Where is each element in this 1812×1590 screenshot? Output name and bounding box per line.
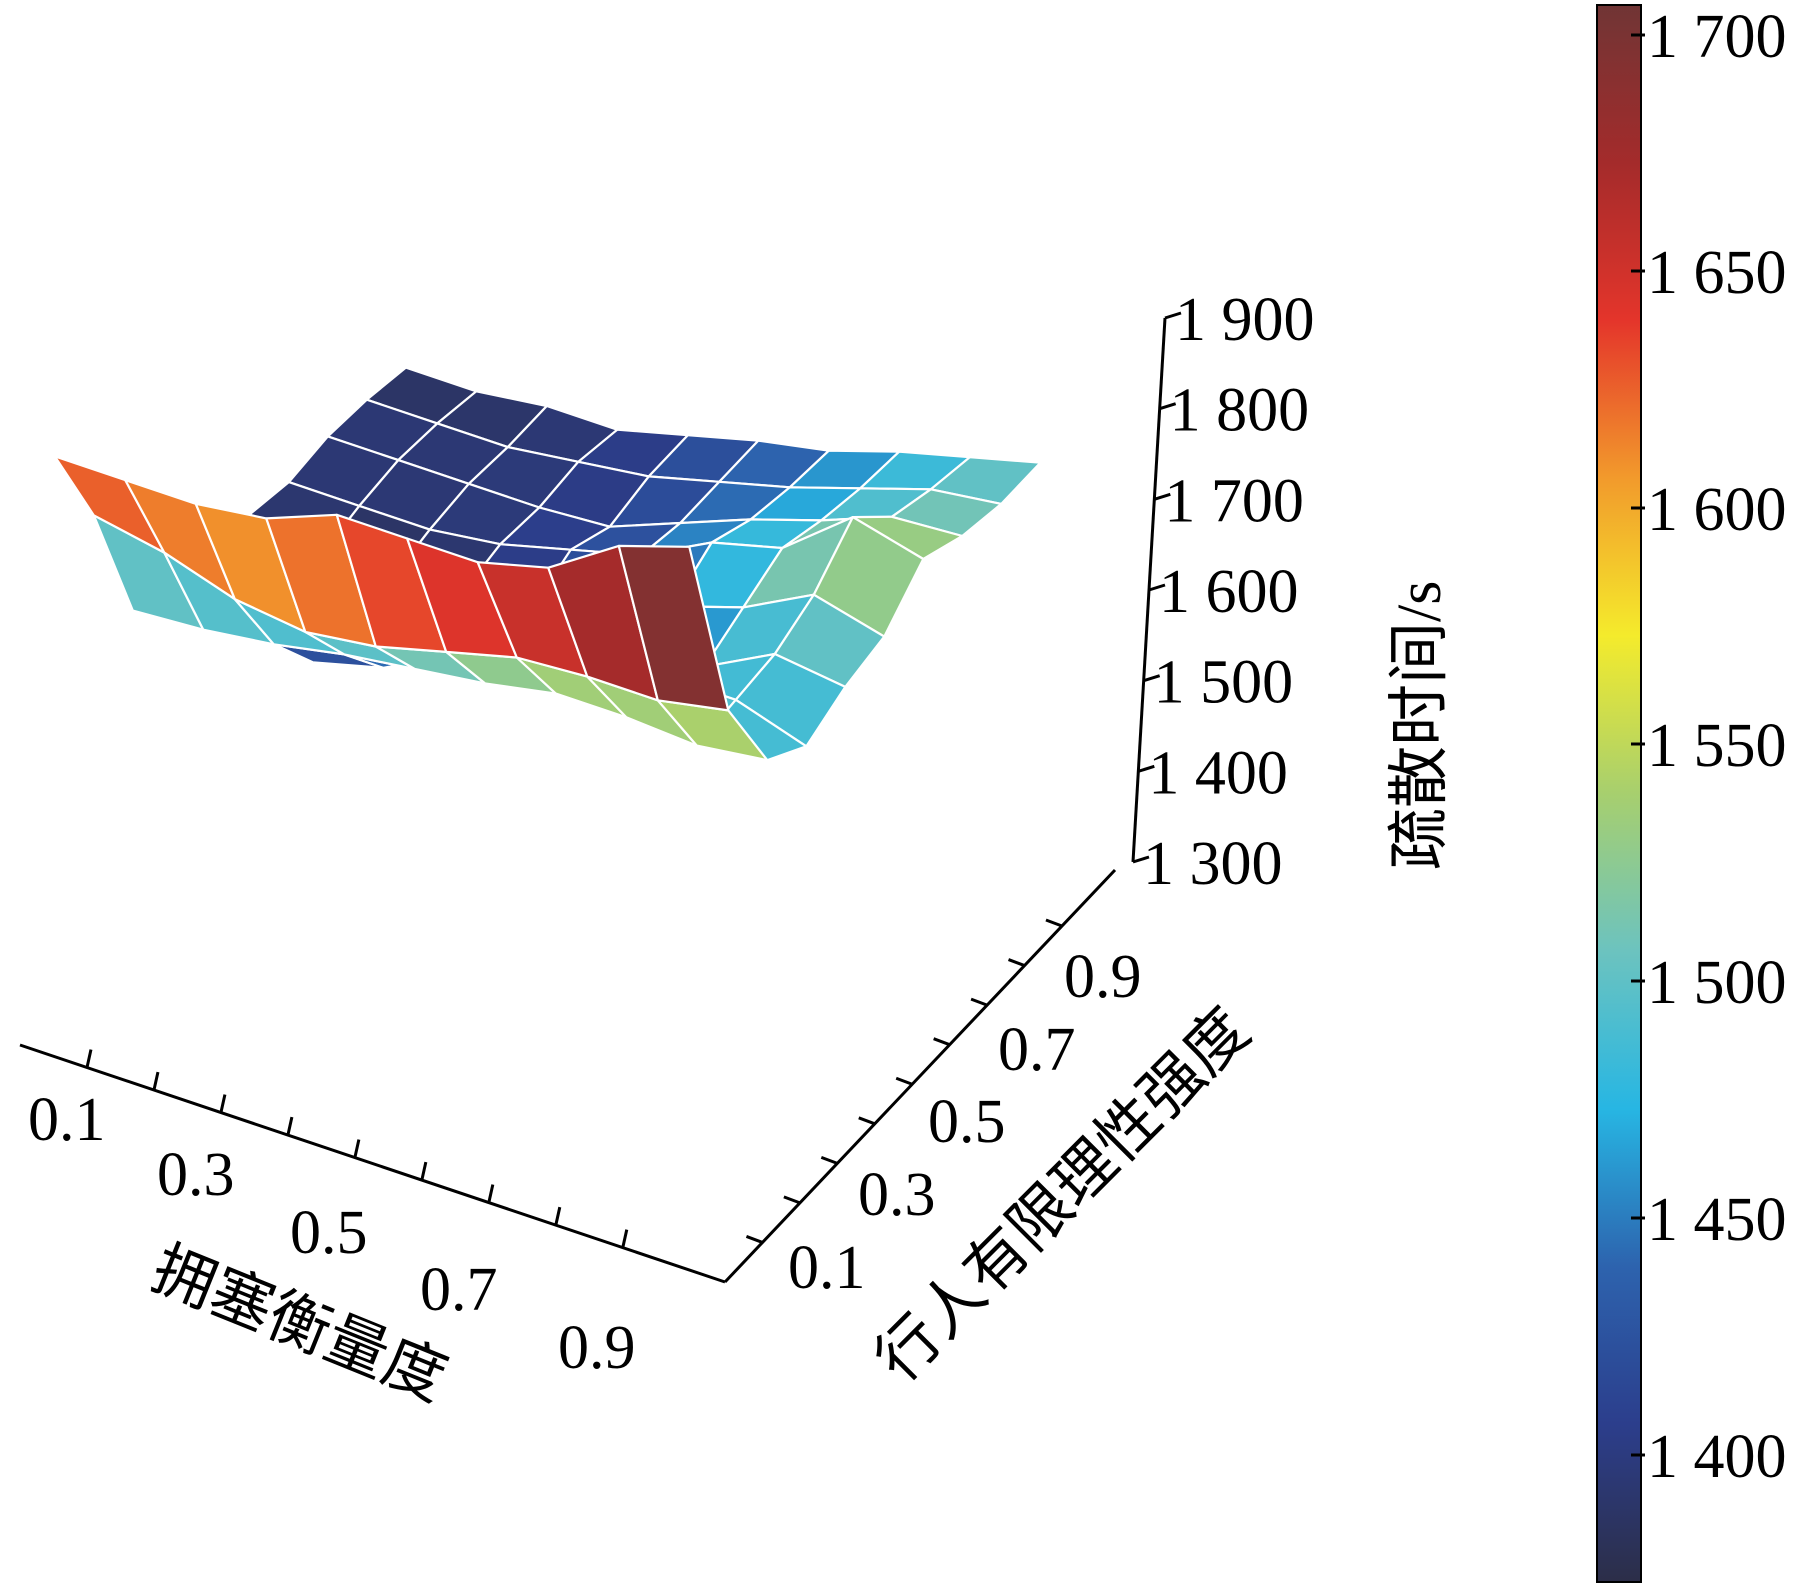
colorbar-gradient [1596, 4, 1642, 1583]
x-tick [353, 1139, 361, 1158]
z-tick-label: 1 900 [1175, 286, 1315, 354]
z-tick-label: 1 400 [1148, 739, 1288, 807]
colorbar-tick-label: 1 550 [1647, 712, 1787, 780]
y-tick [970, 997, 988, 1007]
z-tick [1137, 764, 1155, 773]
y-tick [820, 1155, 838, 1165]
x-tick [487, 1184, 495, 1203]
x-tick [286, 1116, 294, 1136]
x-tick-label: 0.7 [420, 1256, 498, 1324]
x-tick [85, 1049, 93, 1068]
x-tick [420, 1161, 428, 1181]
colorbar-tick-label: 1 500 [1647, 949, 1787, 1017]
y-tick [895, 1076, 913, 1086]
y-tick [858, 1116, 876, 1126]
colorbar-tick-label: 1 450 [1647, 1186, 1787, 1254]
colorbar-tick-label: 1 650 [1647, 239, 1787, 307]
z-tick [1153, 492, 1171, 501]
x-tick [621, 1229, 629, 1248]
colorbar-tick-label: 1 400 [1647, 1423, 1787, 1491]
z-tick-label: 1 500 [1154, 649, 1294, 717]
z-tick [1132, 855, 1150, 864]
y-tick-label: 0.3 [858, 1161, 936, 1229]
z-axis-title: 疏散时间/s [1386, 581, 1454, 870]
z-tick [1159, 402, 1177, 411]
y-tick-label: 0.7 [998, 1016, 1076, 1084]
colorbar: 1 400 1 450 1 500 1 550 1 600 1 650 1 700 [1596, 3, 1787, 1583]
x-tick-label: 0.9 [558, 1314, 636, 1382]
z-tick [1143, 674, 1161, 683]
x-tick-label: 0.5 [290, 1199, 368, 1267]
y-tick [1045, 918, 1063, 928]
y-axis-line [723, 868, 1117, 1284]
x-tick-label: 0.3 [157, 1141, 235, 1209]
x-tick-label: 0.1 [28, 1086, 106, 1154]
y-tick [933, 1037, 951, 1047]
x-axis-line [19, 1043, 726, 1284]
z-tick-label: 1 300 [1143, 830, 1283, 898]
surface-patch [617, 544, 730, 712]
z-tick [1164, 311, 1182, 320]
x-tick [152, 1071, 160, 1091]
surface-mesh [53, 366, 1042, 762]
y-tick [745, 1235, 763, 1244]
y-tick [1007, 958, 1026, 967]
y-tick [783, 1195, 801, 1205]
y-tick-label: 0.9 [1064, 943, 1142, 1011]
y-tick-label: 0.1 [788, 1234, 866, 1302]
z-tick-label: 1 600 [1159, 558, 1299, 626]
colorbar-tick-label: 1 600 [1647, 476, 1787, 544]
x-tick [219, 1094, 227, 1113]
z-tick-label: 1 800 [1170, 377, 1310, 445]
z-tick-label: 1 700 [1164, 467, 1304, 535]
colorbar-tick-label: 1 700 [1647, 3, 1787, 71]
z-tick [1148, 583, 1166, 592]
x-tick [554, 1206, 562, 1226]
y-tick-label: 0.5 [928, 1088, 1006, 1156]
